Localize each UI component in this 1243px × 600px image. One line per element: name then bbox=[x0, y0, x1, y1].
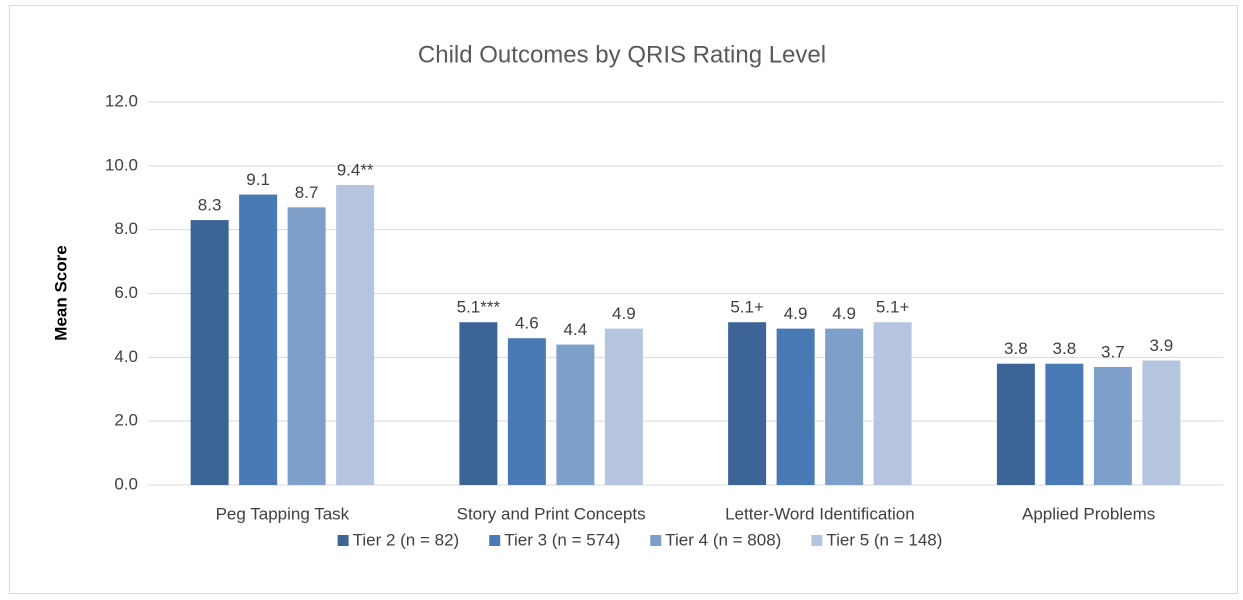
data-label: 4.9 bbox=[612, 304, 636, 323]
bar bbox=[336, 184, 375, 485]
x-tick-label: Story and Print Concepts bbox=[457, 504, 646, 523]
x-tick-label: Peg Tapping Task bbox=[216, 504, 350, 523]
data-label: 8.7 bbox=[295, 183, 319, 202]
bar bbox=[776, 328, 815, 485]
data-label: 4.4 bbox=[564, 320, 588, 339]
y-axis-label: Mean Score bbox=[51, 245, 70, 340]
bar bbox=[996, 363, 1035, 485]
y-tick-label: 6.0 bbox=[114, 283, 138, 302]
y-tick-label: 2.0 bbox=[114, 411, 138, 430]
legend-swatch bbox=[489, 535, 501, 546]
data-label: 9.4** bbox=[337, 160, 374, 179]
y-tick-label: 4.0 bbox=[114, 347, 138, 366]
y-tick-label: 12.0 bbox=[105, 91, 138, 110]
bar bbox=[825, 328, 864, 485]
bar bbox=[190, 220, 229, 485]
bar bbox=[1093, 366, 1132, 485]
legend-swatch bbox=[337, 535, 349, 546]
x-tick-label: Letter-Word Identification bbox=[725, 504, 915, 523]
data-label: 8.3 bbox=[198, 196, 222, 215]
bar bbox=[556, 344, 595, 485]
bar bbox=[287, 207, 326, 485]
bar bbox=[239, 194, 278, 485]
y-tick-label: 8.0 bbox=[114, 219, 138, 238]
data-label: 5.1+ bbox=[876, 298, 910, 317]
x-tick-label: Applied Problems bbox=[1022, 504, 1155, 523]
chart-title: Child Outcomes by QRIS Rating Level bbox=[418, 41, 826, 68]
bar bbox=[604, 328, 643, 485]
data-label: 3.8 bbox=[1053, 339, 1077, 358]
y-tick-label: 10.0 bbox=[105, 155, 138, 174]
data-label: 5.1+ bbox=[730, 298, 764, 317]
bar bbox=[728, 322, 767, 485]
bar bbox=[1142, 360, 1181, 485]
bar bbox=[1045, 363, 1084, 485]
data-label: 3.8 bbox=[1004, 339, 1028, 358]
data-label: 5.1*** bbox=[457, 298, 501, 317]
data-label: 3.9 bbox=[1150, 336, 1174, 355]
y-tick-label: 0.0 bbox=[114, 474, 138, 493]
legend-label: Tier 2 (n = 82) bbox=[353, 530, 460, 549]
legend-label: Tier 4 (n = 808) bbox=[665, 530, 781, 549]
data-label: 3.7 bbox=[1101, 342, 1125, 361]
legend-label: Tier 3 (n = 574) bbox=[504, 530, 620, 549]
data-label: 4.9 bbox=[832, 304, 856, 323]
legend-label: Tier 5 (n = 148) bbox=[826, 530, 942, 549]
legend-swatch bbox=[811, 535, 823, 546]
bar bbox=[507, 338, 546, 485]
bar bbox=[459, 322, 498, 485]
data-label: 4.6 bbox=[515, 314, 539, 333]
legend-swatch bbox=[650, 535, 662, 546]
data-label: 4.9 bbox=[784, 304, 808, 323]
bar bbox=[873, 322, 912, 485]
data-label: 9.1 bbox=[246, 170, 270, 189]
